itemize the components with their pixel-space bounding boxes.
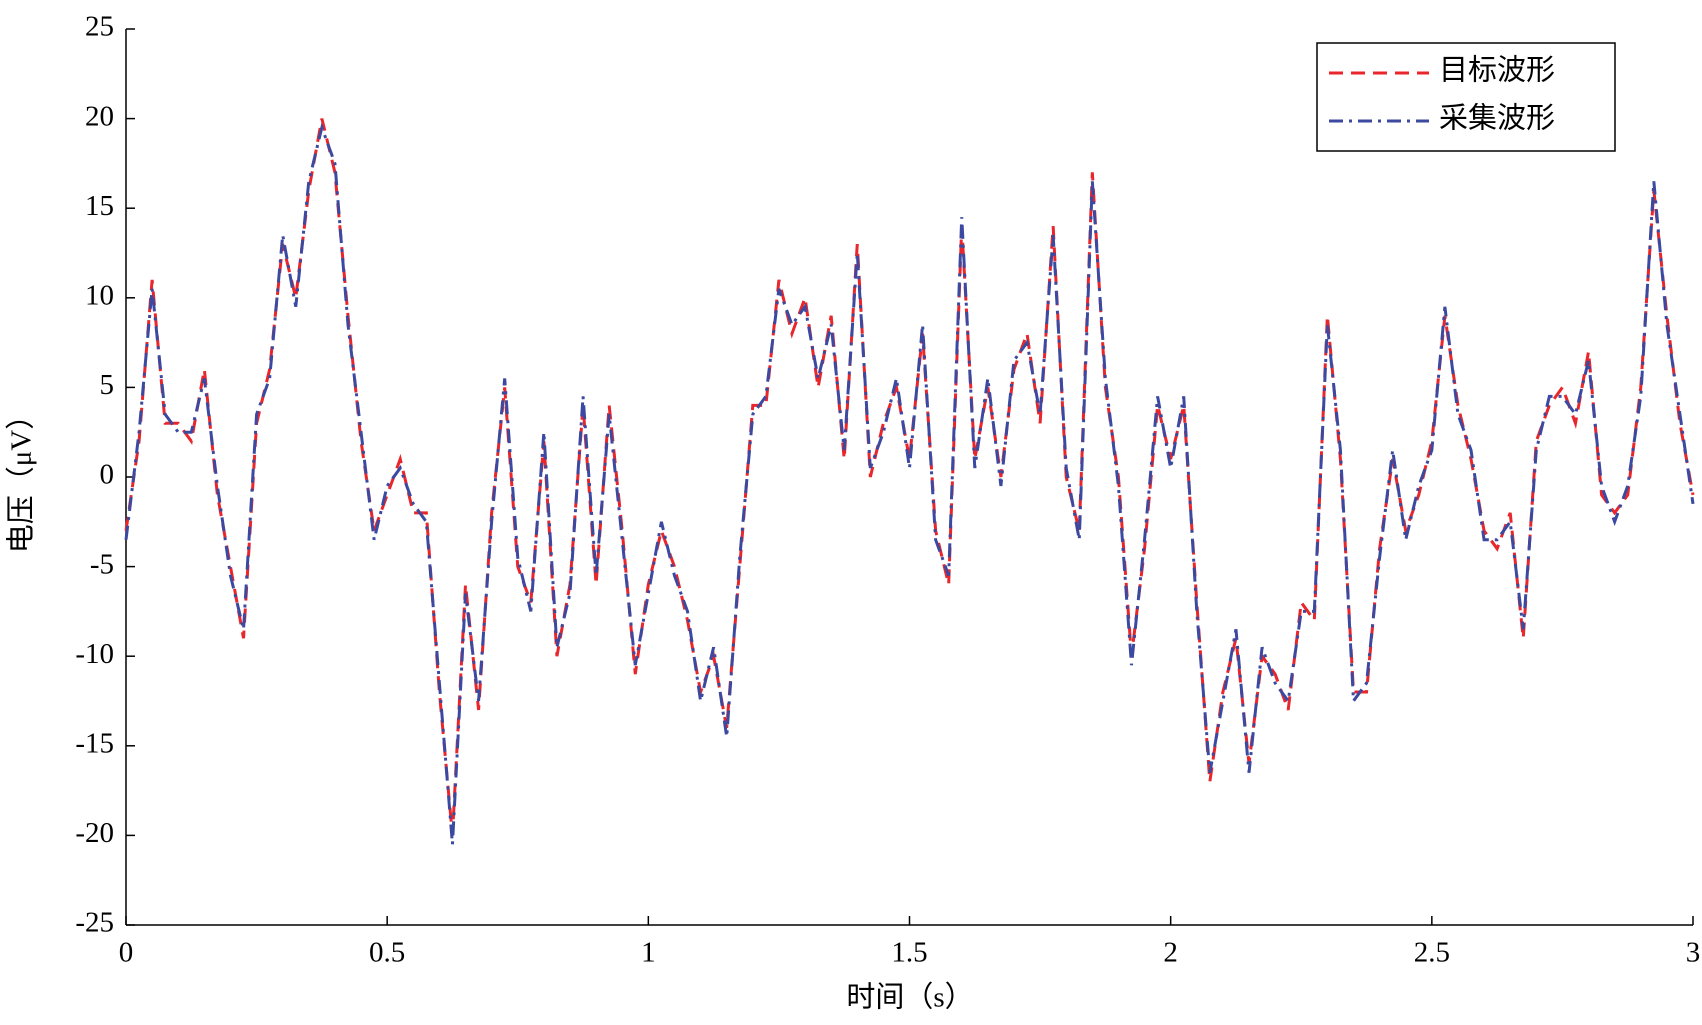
x-tick-label: 3 — [1686, 937, 1701, 969]
series-line — [124, 118, 1695, 836]
y-tick-label: 5 — [100, 369, 115, 401]
y-tick-label: 15 — [85, 190, 114, 222]
y-tick-label: -5 — [90, 548, 114, 580]
y-tick-label: 10 — [85, 279, 114, 311]
x-axis-label: 时间（s） — [846, 981, 973, 1014]
x-tick-label: 1.5 — [891, 937, 927, 969]
y-tick-label: 0 — [100, 459, 115, 491]
y-tick-label: -10 — [75, 638, 114, 670]
y-tick-label: -15 — [75, 727, 114, 759]
series-line — [124, 122, 1695, 845]
x-tick-label: 0 — [119, 937, 134, 969]
x-tick-label: 2 — [1163, 937, 1178, 969]
x-tick-label: 1 — [641, 937, 656, 969]
legend-label: 采集波形 — [1439, 102, 1555, 135]
x-tick-label: 2.5 — [1414, 937, 1450, 969]
legend-box — [1316, 42, 1616, 152]
x-tick-label: 0.5 — [369, 937, 405, 969]
legend-label: 目标波形 — [1439, 54, 1555, 87]
y-tick-label: 20 — [85, 100, 114, 132]
y-axis-label: 电压（μV） — [5, 401, 38, 554]
y-tick-label: -25 — [75, 907, 114, 939]
y-tick-label: -20 — [75, 817, 114, 849]
y-tick-label: 25 — [85, 11, 114, 43]
